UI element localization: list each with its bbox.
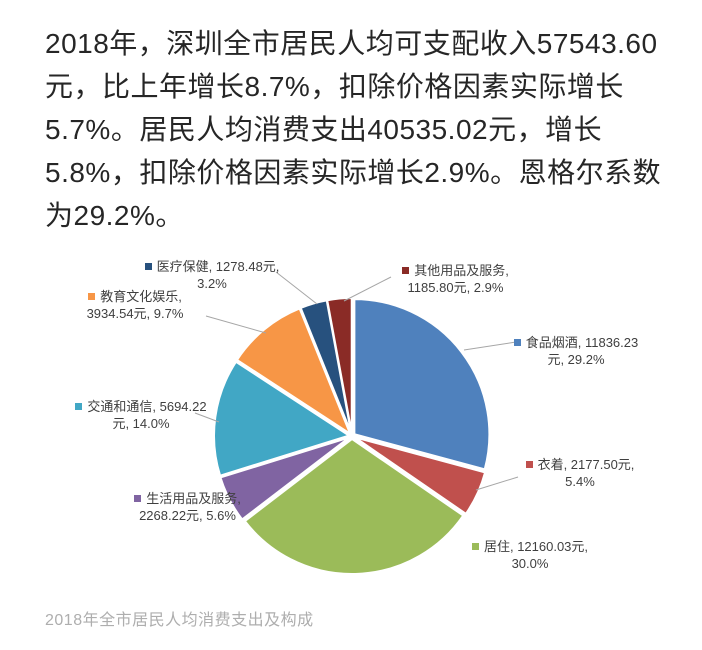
pie-label-line: 元, 14.0%: [112, 416, 170, 431]
pie-slice-education-culture-entertainment: [236, 307, 352, 435]
leader-line-transport-communication: [194, 412, 220, 423]
pie-label-line: 30.0%: [511, 556, 549, 571]
pie-label-line: 生活用品及服务,: [146, 491, 241, 506]
intro-line: 5.8%，扣除价格因素实际增长2.9%。恩格尔系数: [45, 157, 662, 188]
intro-paragraph: 2018年，深圳全市居民人均可支配收入57543.60 元，比上年增长8.7%，…: [45, 22, 661, 237]
intro-line: 为29.2%。: [45, 200, 184, 231]
pie-label-line: 3.2%: [197, 276, 227, 291]
chart-title: 2018年全市居民人均消费支出及构成: [45, 612, 314, 629]
food-tobacco-alcohol-marker-icon: [513, 339, 521, 346]
pie-label-housing: 居住, 12160.03元, 30.0%: [445, 538, 615, 572]
pie-label-line: 医疗保健, 1278.48元,: [156, 259, 280, 274]
pie-label-line: 衣着, 2177.50元,: [537, 457, 635, 472]
pie-slice-housing: [243, 438, 465, 575]
pie-label-line: 交通和通信, 5694.22: [87, 399, 207, 414]
pie-label-line: 3934.54元, 9.7%: [86, 306, 184, 321]
pie-label-line: 5.4%: [565, 474, 595, 489]
leader-line-food-tobacco-alcohol: [463, 341, 517, 351]
pie-slice-food-tobacco-alcohol: [353, 298, 491, 471]
clothing-marker-icon: [525, 461, 533, 468]
intro-line: 2018年，深圳全市居民人均可支配收入57543.60: [45, 28, 658, 59]
pie-label-line: 居住, 12160.03元,: [483, 539, 589, 554]
pie-slice-transport-communication: [213, 360, 351, 477]
leader-lines-layer: [194, 271, 519, 491]
pie-slices-layer: [213, 297, 491, 575]
pie-label-household-goods-services: 生活用品及服务, 2268.22元, 5.6%: [110, 490, 265, 524]
leader-line-medical-care: [275, 271, 318, 305]
pie-label-line: 食品烟酒, 11836.23: [525, 335, 639, 350]
pie-chart-svg: [194, 271, 519, 575]
pie-slice-other-goods-services: [326, 297, 353, 435]
pie-label-education-culture-entertainment: 教育文化娱乐, 3934.54元, 9.7%: [66, 288, 204, 322]
pie-slice-household-goods-services: [219, 436, 351, 521]
pie-label-line: 2268.22元, 5.6%: [139, 508, 236, 523]
education-culture-entertainment-marker-icon: [88, 293, 96, 300]
pie-label-line: 教育文化娱乐,: [100, 289, 182, 304]
pie-label-other-goods-services: 其他用品及服务, 1185.80元, 2.9%: [383, 262, 528, 296]
pie-slice-clothing: [353, 436, 487, 515]
leader-line-education-culture-entertainment: [205, 315, 267, 334]
pie-label-line: 1185.80元, 2.9%: [407, 280, 504, 295]
pie-label-clothing: 衣着, 2177.50元, 5.4%: [505, 456, 655, 490]
intro-line: 元，比上年增长8.7%，扣除价格因素实际增长: [45, 71, 624, 102]
pie-label-food-tobacco-alcohol: 食品烟酒, 11836.23 元, 29.2%: [496, 334, 656, 368]
transport-communication-marker-icon: [75, 403, 83, 410]
leader-line-clothing: [475, 476, 519, 491]
pie-label-transport-communication: 交通和通信, 5694.22 元, 14.0%: [55, 398, 227, 432]
leader-line-other-goods-services: [343, 276, 392, 302]
pie-label-line: 其他用品及服务,: [414, 263, 509, 278]
medical-care-marker-icon: [144, 263, 152, 270]
housing-marker-icon: [471, 543, 479, 550]
intro-line: 5.7%。居民人均消费支出40535.02元，增长: [45, 114, 603, 145]
pie-label-medical-care: 医疗保健, 1278.48元, 3.2%: [128, 258, 296, 292]
pie-label-line: 元, 29.2%: [547, 352, 605, 367]
pie-chart: 食品烟酒, 11836.23 元, 29.2% 衣着, 2177.50元, 5.…: [0, 250, 702, 650]
other-goods-services-marker-icon: [402, 267, 410, 274]
household-goods-services-marker-icon: [134, 495, 142, 502]
